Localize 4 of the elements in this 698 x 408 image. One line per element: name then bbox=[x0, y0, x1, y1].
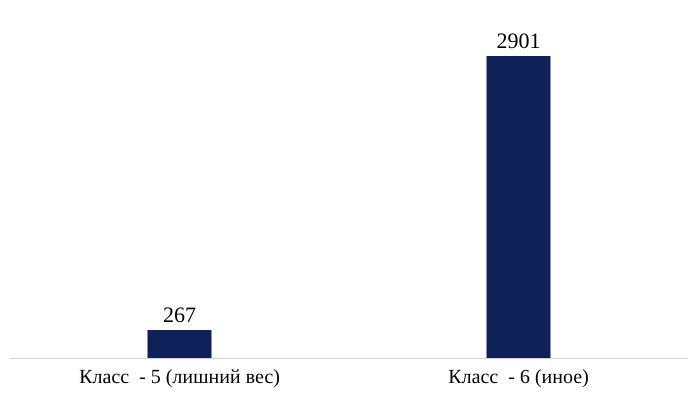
data-label: 2901 bbox=[496, 28, 540, 53]
x-tick-label: Класс - 6 (иное) bbox=[448, 366, 589, 388]
data-label: 267 bbox=[163, 302, 196, 328]
x-tick-label: Класс - 5 (лишний вес) bbox=[79, 366, 280, 388]
